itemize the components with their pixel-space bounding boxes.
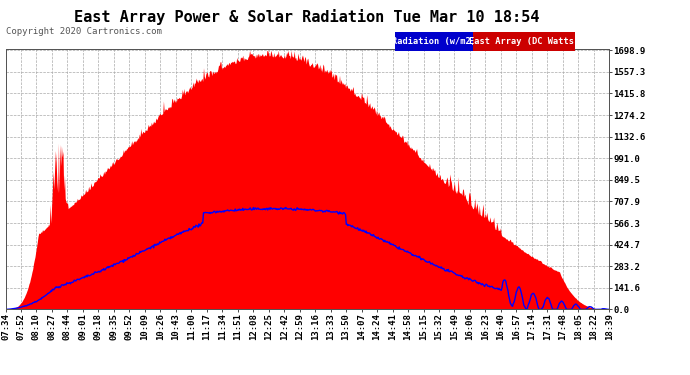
Text: East Array (DC Watts): East Array (DC Watts) bbox=[469, 37, 579, 46]
Text: East Array Power & Solar Radiation Tue Mar 10 18:54: East Array Power & Solar Radiation Tue M… bbox=[75, 9, 540, 26]
Text: Radiation (w/m2): Radiation (w/m2) bbox=[392, 37, 475, 46]
Text: Copyright 2020 Cartronics.com: Copyright 2020 Cartronics.com bbox=[6, 27, 161, 36]
